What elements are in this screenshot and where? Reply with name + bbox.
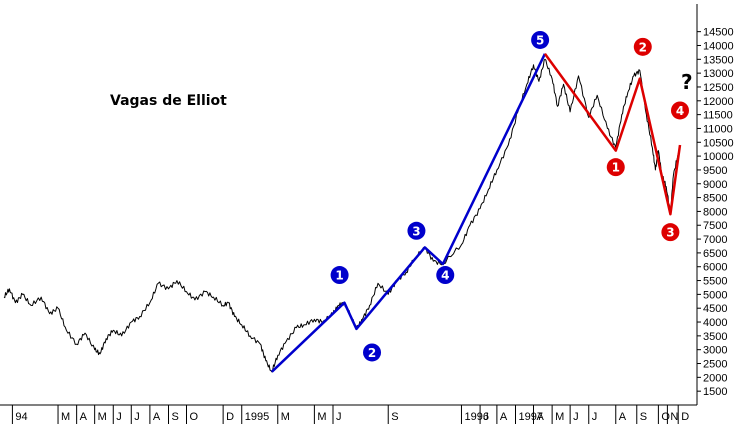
- wave-number-badge: 3: [407, 221, 426, 240]
- x-tick-label: A: [500, 411, 508, 423]
- y-tick-label: 14500: [703, 27, 734, 39]
- x-tick-label: M: [317, 411, 326, 423]
- price-line: [3, 58, 679, 373]
- wave-number-label: 4: [676, 104, 684, 118]
- y-tick-label: 11500: [703, 110, 733, 122]
- wave-number-badge: 2: [633, 37, 652, 56]
- y-tick-label: 7000: [703, 234, 727, 246]
- x-tick-label: N: [670, 411, 678, 423]
- y-tick-label: 12000: [703, 96, 734, 108]
- wave-number-label: 1: [335, 269, 343, 283]
- wave-number-label: 1: [612, 161, 620, 175]
- wave-number-label: 3: [666, 226, 674, 240]
- wave-number-circle: [436, 266, 455, 285]
- wave-number-circle: [606, 158, 625, 177]
- x-tick-label: S: [391, 411, 398, 423]
- x-tick-label: J: [483, 411, 489, 423]
- y-tick-label: 11000: [703, 123, 733, 135]
- axes: [0, 4, 698, 406]
- y-tick-label: 2500: [703, 359, 727, 371]
- y-tick-label: 8000: [703, 206, 727, 218]
- wave-number-circle: [407, 221, 426, 240]
- series: [3, 53, 682, 373]
- x-tick-label: D: [226, 411, 234, 423]
- y-tick-label: 5000: [703, 289, 727, 301]
- y-tick-label: 9500: [703, 165, 727, 177]
- elliott-wave-line: [543, 53, 682, 216]
- y-tick-label: 4000: [703, 317, 727, 329]
- wave-number-label: 3: [412, 224, 420, 238]
- x-tick-label: O: [190, 411, 199, 423]
- wave-number-badge: 1: [606, 158, 625, 177]
- y-tick-label: 9000: [703, 179, 727, 191]
- wave-number-circle: [661, 223, 680, 242]
- x-tick-label: J: [116, 411, 122, 423]
- y-tick-label: 1500: [703, 386, 727, 398]
- x-tick-label: M: [555, 411, 564, 423]
- wave-number-badge: 1: [330, 266, 349, 285]
- elliott-wave-line: [270, 53, 547, 373]
- wave-number-label: 4: [441, 269, 449, 283]
- x-tick-label: J: [134, 411, 140, 423]
- y-tick-label: 3500: [703, 331, 727, 343]
- x-tick-label: 1997: [519, 411, 543, 423]
- x-tick-label: S: [640, 411, 647, 423]
- y-tick-label: 7500: [703, 220, 727, 232]
- wave-number-circle: [531, 30, 550, 49]
- wave-number-circle: [633, 37, 652, 56]
- y-tick-label: 3000: [703, 345, 727, 357]
- x-tick-label: A: [537, 411, 545, 423]
- wave-number-label: 2: [368, 346, 376, 360]
- y-tick-label: 14000: [703, 40, 734, 52]
- y-tick-label: 2000: [703, 372, 727, 384]
- x-tick-label: J: [336, 411, 342, 423]
- x-tick-label: J: [573, 411, 579, 423]
- x-tick-label: D: [681, 411, 689, 423]
- wave-number-badge: 5: [531, 30, 550, 49]
- y-tick-label: 5500: [703, 276, 727, 288]
- wave-number-badge: 3: [661, 223, 680, 242]
- question-mark: ?: [681, 70, 693, 94]
- x-tick-label: M: [281, 411, 290, 423]
- y-tick-label: 4500: [703, 303, 727, 315]
- x-tick-label: M: [61, 411, 70, 423]
- x-tick-label: A: [153, 411, 161, 423]
- y-tick-label: 10000: [703, 151, 734, 163]
- wave-labels: 1 2 3 4 5 1 2 3 4: [330, 30, 689, 362]
- y-tick-label: 8500: [703, 193, 727, 205]
- y-tick-label: 6500: [703, 248, 727, 260]
- x-tick-label: 1995: [245, 411, 269, 423]
- wave-number-label: 2: [639, 40, 647, 54]
- wave-number-badge: 4: [436, 266, 455, 285]
- wave-number-label: 5: [536, 33, 544, 47]
- y-tick-label: 10500: [703, 137, 734, 149]
- wave-number-circle: [363, 343, 382, 362]
- x-tick-label: O: [661, 411, 670, 423]
- x-tick-label: A: [80, 411, 88, 423]
- x-tick-label: S: [171, 411, 178, 423]
- x-tick-label: 94: [15, 411, 27, 423]
- y-tick-label: 13500: [703, 54, 734, 66]
- x-tick-label: A: [619, 411, 627, 423]
- x-tick-label: J: [592, 411, 598, 423]
- x-tick-label: 1996: [464, 411, 488, 423]
- y-tick-label: 6000: [703, 262, 727, 274]
- wave-number-circle: [330, 266, 349, 285]
- wave-number-badge: 2: [363, 343, 382, 362]
- wave-number-circle: [671, 101, 689, 120]
- y-tick-label: 12500: [703, 82, 734, 94]
- x-tick-label: M: [98, 411, 107, 423]
- wave-number-badge: 4: [671, 101, 689, 120]
- y-tick-label: 13000: [703, 68, 734, 80]
- chart-title: Vagas de Elliot: [110, 93, 227, 109]
